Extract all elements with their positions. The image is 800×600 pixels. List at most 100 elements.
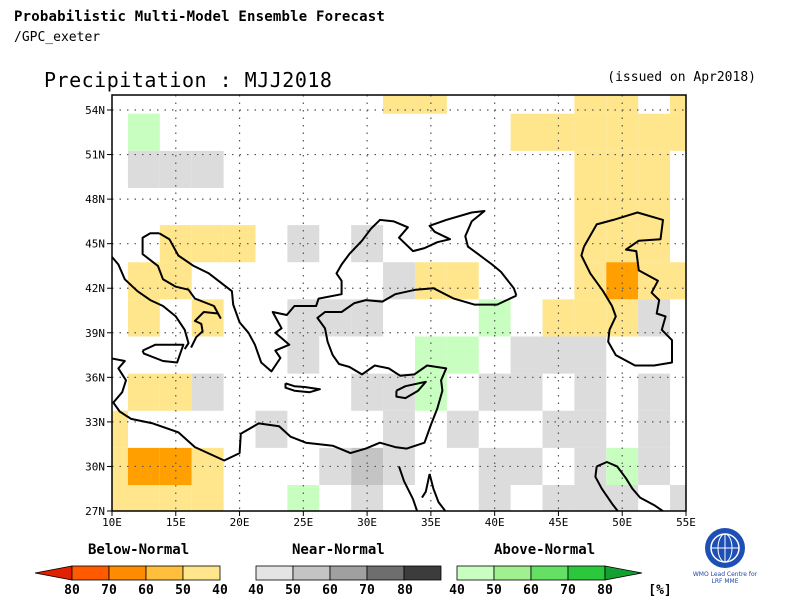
legend-above-title: Above-Normal	[494, 542, 596, 558]
legend-label: 40	[449, 583, 465, 598]
legend-swatch	[108, 565, 147, 581]
coastline-path	[596, 461, 665, 511]
prob-cell	[638, 410, 671, 448]
coastline-path	[421, 473, 431, 499]
legend-below-title: Below-Normal	[88, 542, 190, 558]
prob-cell	[638, 113, 671, 151]
legend-label: 70	[101, 583, 117, 598]
prob-cell	[574, 336, 607, 374]
prob-cell	[112, 410, 128, 448]
prob-cell	[542, 336, 575, 374]
legend-label: 50	[285, 583, 301, 598]
prob-cell	[319, 447, 352, 486]
prob-cell	[127, 373, 160, 411]
prob-cell	[510, 447, 543, 486]
x-tick-label: 10E	[102, 516, 122, 529]
prob-cell	[287, 299, 320, 337]
prob-cell	[127, 113, 160, 151]
x-tick-label: 40E	[485, 516, 505, 529]
prob-cell	[574, 187, 607, 226]
coastline-path	[428, 473, 447, 511]
y-tick-label: 48N	[85, 193, 105, 206]
x-tick-label: 55E	[676, 516, 696, 529]
prob-cell	[606, 95, 639, 114]
map-frame	[111, 94, 687, 512]
x-tick-label: 35E	[421, 516, 441, 529]
coastline-path	[398, 466, 419, 511]
prob-cell	[446, 410, 479, 448]
prob-cell	[574, 447, 607, 486]
prob-cell	[670, 262, 686, 300]
legend-swatch	[493, 565, 532, 581]
prob-cell	[510, 113, 543, 151]
prob-cell	[319, 299, 352, 337]
prob-cell	[191, 150, 224, 188]
prob-cell	[638, 225, 671, 263]
prob-cell	[446, 336, 479, 374]
legend: 80 70 60 50 40 40 50 60 70 80 40 50 60 70 80 [%]	[34, 565, 672, 598]
legend-swatch	[71, 565, 110, 581]
legend-label: 50	[175, 583, 191, 598]
prob-cell	[191, 225, 224, 263]
prob-cell	[159, 150, 192, 188]
x-tick-label: 20E	[230, 516, 250, 529]
legend-label: 40	[212, 583, 228, 598]
prob-cell	[638, 373, 671, 411]
y-tick-label: 30N	[85, 460, 105, 473]
legend-swatch	[403, 565, 442, 581]
y-tick-label: 51N	[85, 149, 105, 162]
legend-label: [%]	[648, 583, 671, 598]
coastline-path	[112, 287, 517, 462]
prob-cell	[159, 485, 192, 511]
prob-cell	[606, 113, 639, 151]
prob-cell	[670, 95, 686, 114]
prob-cell	[478, 373, 511, 411]
prob-cell	[670, 485, 686, 511]
coastline-path	[158, 210, 518, 373]
prob-cell	[127, 299, 160, 337]
legend-swatch	[182, 565, 221, 581]
logo-caption-1: WMO Lead Centre for	[692, 571, 758, 578]
prob-cell	[287, 485, 320, 511]
prob-cell	[574, 225, 607, 263]
prob-cell	[670, 113, 686, 151]
prob-cell	[574, 113, 607, 151]
coastline-path	[580, 211, 673, 367]
center-name: /GPC_exeter	[14, 30, 101, 45]
x-tick-label: 45E	[549, 516, 569, 529]
prob-cell	[574, 95, 607, 114]
prob-cell	[287, 336, 320, 374]
legend-swatch	[530, 565, 569, 581]
legend-near-title: Near-Normal	[292, 542, 385, 558]
prob-cell	[351, 299, 384, 337]
legend-label: 70	[560, 583, 576, 598]
prob-cell	[351, 485, 384, 511]
legend-swatch	[145, 565, 184, 581]
y-tick-label: 36N	[85, 371, 105, 384]
prob-cell	[112, 485, 128, 511]
legend-label: 40	[248, 583, 264, 598]
prob-cell	[574, 410, 607, 448]
legend-label: 80	[597, 583, 613, 598]
coastlines	[112, 210, 673, 511]
legend-label: 80	[397, 583, 413, 598]
y-tick-label: 45N	[85, 238, 105, 251]
prob-cell	[510, 336, 543, 374]
coastline-path	[594, 466, 619, 511]
legend-label: 60	[138, 583, 154, 598]
prob-cell	[574, 262, 607, 300]
legend-swatch	[567, 565, 606, 581]
legend-label: 70	[359, 583, 375, 598]
legend-swatch	[329, 565, 368, 581]
y-tick-label: 33N	[85, 416, 105, 429]
x-tick-label: 50E	[612, 516, 632, 529]
prob-cell	[127, 447, 160, 486]
product-title: Probabilistic Multi-Model Ensemble Forec…	[14, 9, 386, 25]
prob-cell	[414, 95, 447, 114]
x-tick-label: 30E	[357, 516, 377, 529]
prob-cell	[574, 485, 607, 511]
legend-swatch	[604, 565, 643, 581]
prob-cell	[191, 485, 224, 511]
prob-cell	[191, 373, 224, 411]
